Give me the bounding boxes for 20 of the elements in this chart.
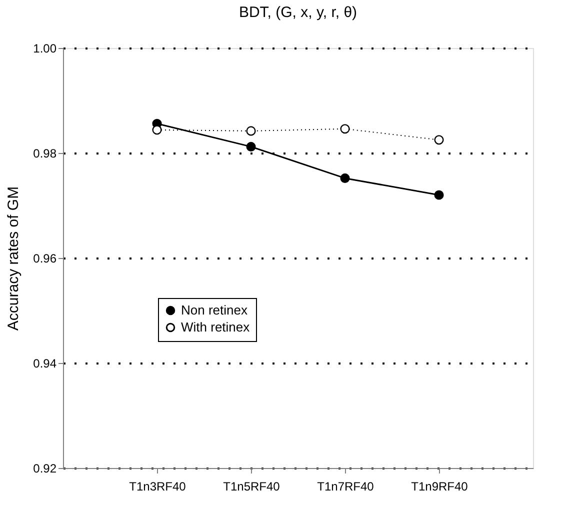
y-tick-label: 0.92	[33, 462, 57, 476]
point	[434, 190, 444, 200]
legend-label: Non retinex	[181, 302, 248, 318]
point	[246, 142, 256, 152]
y-tick-label: 0.98	[33, 146, 57, 160]
y-tick-label: 0.96	[33, 252, 57, 266]
x-tick-label: T1n9RF40	[411, 480, 468, 494]
x-tick-label: T1n3RF40	[129, 480, 186, 494]
point	[152, 125, 162, 135]
y-tick-label: 1.00	[33, 42, 57, 56]
legend-label: With retinex	[181, 320, 250, 334]
y-tick-label: 0.94	[33, 356, 57, 370]
point	[340, 173, 350, 183]
point	[246, 126, 256, 136]
y-axis-title: Accuracy rates of GM	[5, 186, 22, 331]
x-tick-label: T1n5RF40	[223, 480, 280, 494]
point	[340, 124, 350, 134]
x-tick-label: T1n7RF40	[317, 480, 374, 494]
chart-title: BDT, (G, x, y, r, θ)	[238, 4, 358, 21]
point	[434, 135, 444, 145]
